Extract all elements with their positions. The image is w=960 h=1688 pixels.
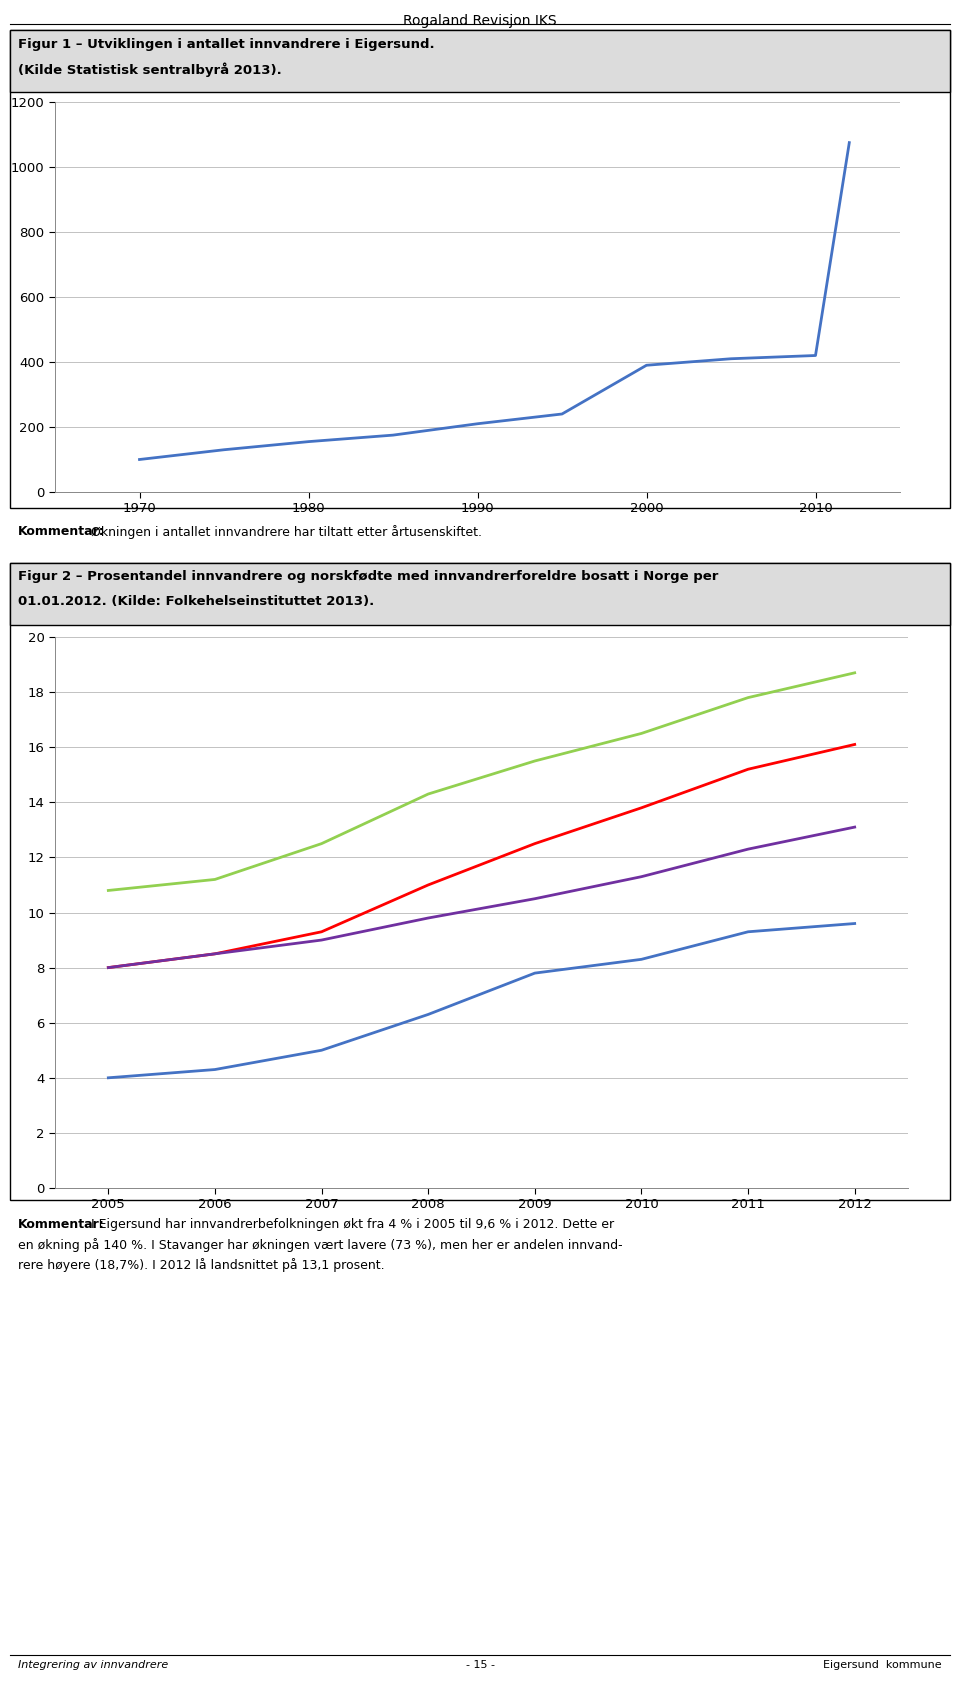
Sandnes [742, 760, 754, 780]
Eigersund [636, 949, 647, 969]
Text: - 15 -: - 15 - [466, 1659, 494, 1669]
Text: Figur 1 – Utviklingen i antallet innvandrere i Eigersund.: Figur 1 – Utviklingen i antallet innvand… [18, 39, 435, 51]
Line: Sandnes: Sandnes [108, 744, 854, 967]
Hele landet [422, 908, 434, 928]
Sandnes [103, 957, 114, 977]
Sandnes [636, 798, 647, 819]
Hele landet [529, 888, 540, 908]
Stavanger [422, 783, 434, 803]
Hele landet [742, 839, 754, 859]
Hele landet [209, 944, 221, 964]
Stavanger [742, 687, 754, 707]
Text: Kommentar:: Kommentar: [18, 525, 105, 538]
Eigersund [103, 1069, 114, 1089]
Text: Kommentar:: Kommentar: [18, 1219, 105, 1231]
Text: Rogaland Revisjon IKS: Rogaland Revisjon IKS [403, 14, 557, 29]
Line: Stavanger: Stavanger [108, 674, 854, 891]
Eigersund [742, 922, 754, 942]
Stavanger [529, 751, 540, 771]
Text: 01.01.2012. (Kilde: Folkehelseinstituttet 2013).: 01.01.2012. (Kilde: Folkehelseinstitutte… [18, 594, 374, 608]
Text: Integrering av innvandrere: Integrering av innvandrere [18, 1659, 168, 1669]
Stavanger [103, 881, 114, 901]
Hele landet [103, 957, 114, 977]
Sandnes [422, 874, 434, 895]
Text: I Eigersund har innvandrerbefolkningen økt fra 4 % i 2005 til 9,6 % i 2012. Dett: I Eigersund har innvandrerbefolkningen ø… [87, 1219, 614, 1231]
Hele landet [636, 866, 647, 886]
Sandnes [209, 944, 221, 964]
Eigersund [529, 962, 540, 982]
Text: Eigersund  kommune: Eigersund kommune [824, 1659, 942, 1669]
Line: Hele landet: Hele landet [108, 827, 854, 967]
Hele landet [316, 930, 327, 950]
Eigersund [422, 1004, 434, 1025]
Text: en økning på 140 %. I Stavanger har økningen vært lavere (73 %), men her er ande: en økning på 140 %. I Stavanger har økni… [18, 1237, 623, 1252]
Stavanger [209, 869, 221, 890]
Sandnes [529, 834, 540, 854]
Line: Eigersund: Eigersund [108, 923, 854, 1079]
Stavanger [849, 663, 860, 684]
Eigersund [316, 1040, 327, 1060]
Text: (Kilde Statistisk sentralbyrå 2013).: (Kilde Statistisk sentralbyrå 2013). [18, 62, 281, 76]
Stavanger [636, 722, 647, 743]
Text: rere høyere (18,7%). I 2012 lå landsnittet på 13,1 prosent.: rere høyere (18,7%). I 2012 lå landsnitt… [18, 1258, 385, 1273]
Hele landet [849, 817, 860, 837]
Eigersund [849, 913, 860, 933]
Text: Figur 2 – Prosentandel innvandrere og norskfødte med innvandrerforeldre bosatt i: Figur 2 – Prosentandel innvandrere og no… [18, 571, 718, 582]
Sandnes [849, 734, 860, 755]
Eigersund [209, 1060, 221, 1080]
Stavanger [316, 834, 327, 854]
Legend: Eigersund, Sandnes, Stavanger, Hele landet: Eigersund, Sandnes, Stavanger, Hele land… [61, 572, 492, 594]
Sandnes [316, 922, 327, 942]
Text: Økningen i antallet innvandrere har tiltatt etter årtusenskiftet.: Økningen i antallet innvandrere har tilt… [87, 525, 482, 538]
